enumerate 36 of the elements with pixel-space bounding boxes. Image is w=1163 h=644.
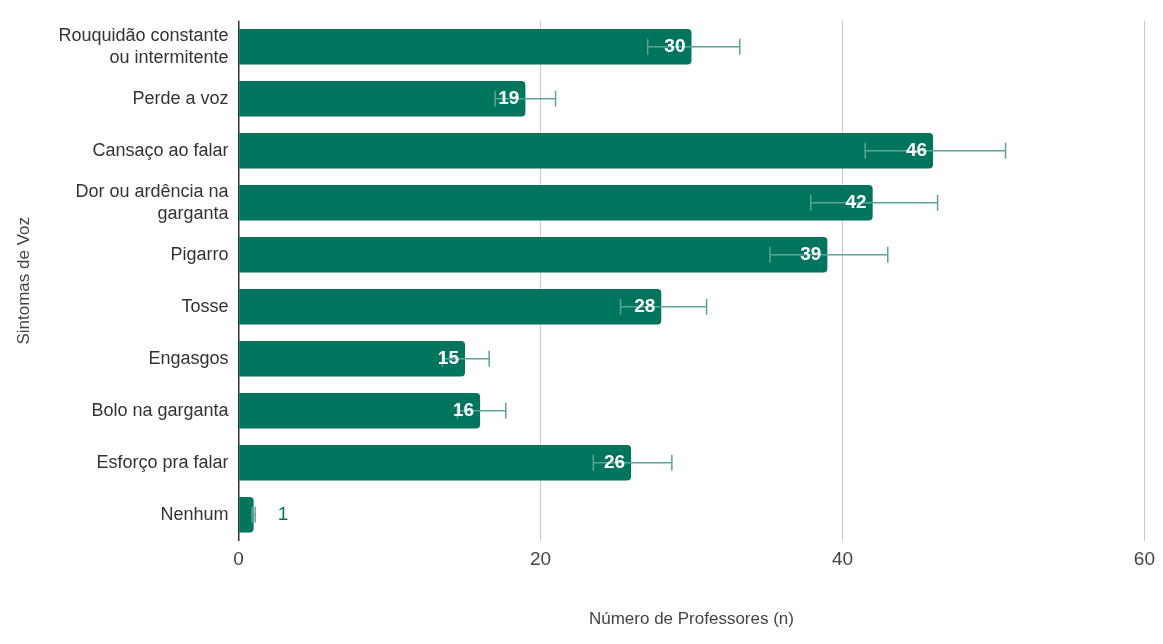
bar [239,289,662,325]
x-axis-title: Número de Professores (n) [588,609,794,629]
data-label: 42 [845,191,867,213]
y-tick-label: Dor ou ardência na garganta [75,180,230,223]
data-label: 19 [498,87,520,109]
x-tick-label: 60 [1133,548,1155,570]
bar [239,497,254,533]
data-label: 28 [634,295,656,317]
data-label: 15 [437,347,460,369]
bar [239,237,828,273]
y-tick-label: Pigarro [170,243,229,264]
data-label: 46 [905,139,928,161]
x-tick-label: 20 [529,548,552,570]
data-label: 16 [452,399,475,421]
data-label: 39 [800,243,822,265]
data-label: 1 [277,503,289,525]
bar [239,185,873,221]
x-tick-label: 0 [233,548,244,570]
y-tick-label: Cansaço ao falar [92,139,229,160]
bar [239,393,481,429]
y-tick-label: Esforço pra falar [96,451,229,472]
bar [239,341,466,377]
y-axis-title: Sintomas de Voz [13,217,33,345]
y-tick-label: Bolo na garganta [91,399,230,420]
x-tick-label: 40 [831,548,854,570]
data-label: 26 [603,451,626,473]
data-label: 30 [664,35,686,57]
y-tick-label: Rouquidão constante ou intermitente [58,24,229,67]
bar [239,133,934,169]
y-tick-label: Engasgos [148,347,229,368]
y-tick-label: Nenhum [160,503,229,524]
bar [239,445,632,481]
y-tick-label: Tosse [181,295,229,316]
bar [239,29,692,65]
y-tick-label: Perde a voz [132,87,229,108]
bar [239,81,526,117]
